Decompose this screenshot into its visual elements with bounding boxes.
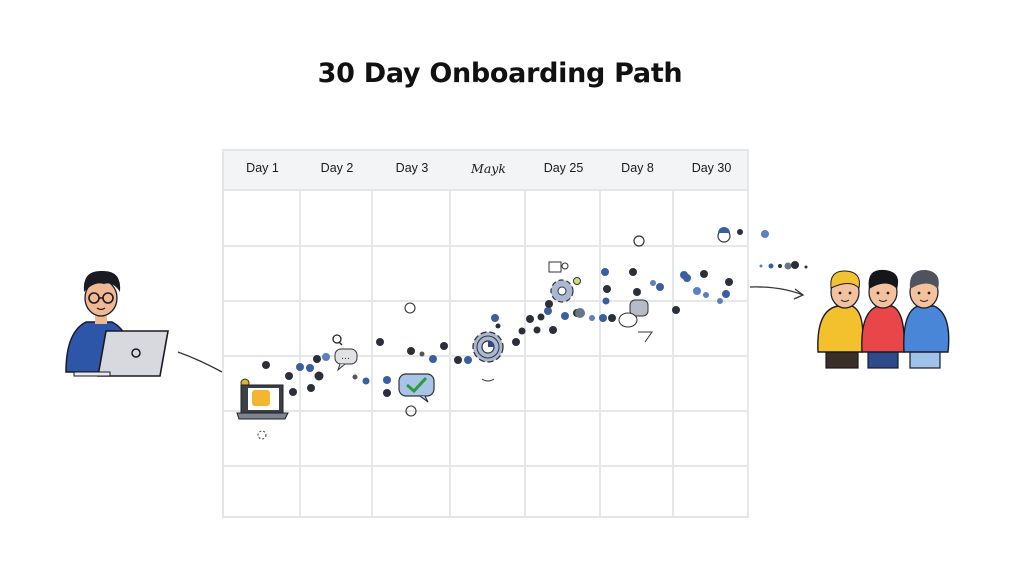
- column-header-1: Day 1: [246, 161, 279, 175]
- grid-divider: [224, 245, 747, 247]
- team-member-yellow-icon: [817, 270, 864, 369]
- chat-bubbles-icon: [618, 299, 649, 328]
- team-group-icon: [817, 269, 950, 369]
- column-header-5: Day 25: [543, 161, 584, 175]
- team-member-red-icon: [861, 269, 905, 369]
- person-with-laptop-icon: [65, 270, 169, 377]
- grid-divider: [299, 191, 301, 516]
- check-complete-icon: [398, 373, 435, 403]
- column-header-4: Mayk: [471, 161, 506, 176]
- grid-divider: [599, 191, 601, 516]
- grid-divider: [672, 191, 674, 516]
- grid-divider: [371, 191, 373, 516]
- column-header-7: Day 30: [691, 161, 732, 175]
- column-header-3: Day 3: [395, 161, 429, 175]
- search-icon: [332, 334, 343, 346]
- connector-line: [177, 351, 223, 373]
- celebration-icon: [717, 227, 731, 243]
- presentation-icon: [548, 261, 569, 273]
- idea-icon: [633, 235, 645, 247]
- smile-icon: [481, 378, 495, 382]
- svg-text:…: …: [341, 352, 350, 362]
- column-header-6: Day 8: [621, 161, 654, 175]
- lightbulb-icon: [573, 277, 581, 285]
- settings-gear-small-icon: [550, 279, 574, 303]
- sparkle-icon: [257, 430, 267, 440]
- grid-divider: [449, 191, 451, 516]
- settings-gear-icon: [472, 331, 504, 363]
- grid-divider: [224, 465, 747, 467]
- arrow-line: [749, 286, 804, 296]
- grid-divider: [224, 410, 747, 412]
- team-member-blue-icon: [903, 269, 950, 369]
- flag-icon: [638, 331, 653, 343]
- column-header-2: Day 2: [320, 161, 354, 175]
- comment-icon: [405, 405, 417, 417]
- arrow-head-icon: [793, 288, 805, 300]
- grid-header: Day 1 Day 2 Day 3 Mayk Day 25 Day 8 Day …: [224, 151, 747, 191]
- grid-divider: [224, 300, 747, 302]
- grid-divider: [524, 191, 526, 516]
- feedback-icon: [404, 302, 416, 314]
- chat-bubble-icon: …: [334, 348, 358, 372]
- page-title: 30 Day Onboarding Path: [317, 58, 683, 89]
- laptop-setup-icon: [236, 378, 289, 420]
- progress-dots: [262, 229, 808, 397]
